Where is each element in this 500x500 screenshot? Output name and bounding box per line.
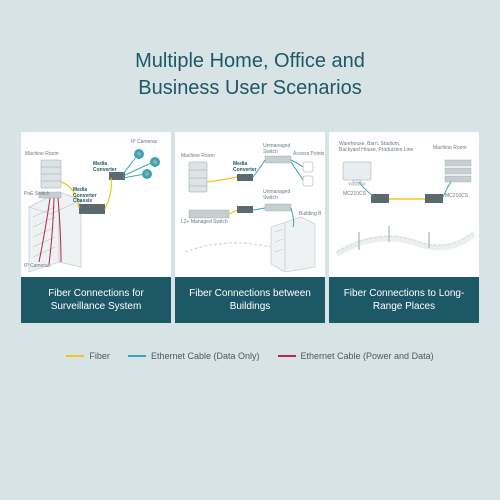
infographic-page: Multiple Home, Office and Business User … — [0, 0, 500, 500]
label-machine-room: Machine Room — [25, 152, 59, 158]
legend: Fiber Ethernet Cable (Data Only) Etherne… — [0, 323, 500, 361]
label-media-converter: Media Converter — [93, 162, 127, 173]
swatch-ethernet-power — [278, 355, 296, 357]
label-l2-switch: L2+ Managed Switch — [181, 220, 228, 226]
legend-ethernet-power-label: Ethernet Cable (Power and Data) — [301, 351, 434, 361]
label-warehouse: Warehouse, Barn, Stadium, Backyard House… — [339, 142, 419, 153]
caption-surveillance: Fiber Connections for Surveillance Syste… — [21, 277, 171, 323]
label-mc-chassis: Media Converter Chassis — [73, 188, 107, 205]
label-media-converter-2: Media Converter — [233, 162, 267, 173]
page-title: Multiple Home, Office and Business User … — [0, 48, 500, 102]
label-ip-cameras: IP Cameras — [131, 140, 157, 146]
label-ip-cameras-2: IP Cameras — [24, 264, 50, 270]
label-machine-room-2: Machine Room — [181, 154, 215, 160]
label-access-points: Access Points — [293, 152, 324, 158]
diagram-surveillance: Machine Room IP Cameras Media Converter … — [21, 132, 171, 277]
legend-ethernet-power: Ethernet Cable (Power and Data) — [278, 351, 434, 361]
diagram-buildings: Machine Room Unmanaged Switch Access Poi… — [175, 132, 325, 277]
caption-buildings: Fiber Connections between Buildings — [175, 277, 325, 323]
diagram-longrange: Warehouse, Barn, Stadium, Backyard House… — [329, 132, 479, 277]
legend-ethernet-data-label: Ethernet Cable (Data Only) — [151, 351, 260, 361]
panels-row: Machine Room IP Cameras Media Converter … — [0, 132, 500, 323]
title-line-2: Business User Scenarios — [138, 77, 361, 99]
panel-surveillance: Machine Room IP Cameras Media Converter … — [21, 132, 171, 323]
panel-longrange: Warehouse, Barn, Stadium, Backyard House… — [329, 132, 479, 323]
swatch-ethernet-data — [128, 355, 146, 357]
label-unmanaged-switch-2: Unmanaged Switch — [263, 190, 303, 201]
caption-longrange: Fiber Connections to Long-Range Places — [329, 277, 479, 323]
diagram-svg — [329, 132, 479, 277]
label-machine-room-3: Machine Room — [433, 146, 467, 152]
title-line-1: Multiple Home, Office and — [135, 50, 365, 72]
panel-buildings: Machine Room Unmanaged Switch Access Poi… — [175, 132, 325, 323]
legend-fiber-label: Fiber — [89, 351, 110, 361]
label-poe-switch: PoE Switch — [24, 192, 50, 198]
label-mc210cs-b: MC210CS — [445, 194, 468, 200]
title-area: Multiple Home, Office and Business User … — [0, 0, 500, 132]
swatch-fiber — [66, 355, 84, 357]
label-mc210cs-a: MC210CS — [343, 192, 366, 198]
legend-fiber: Fiber — [66, 351, 110, 361]
label-building-b: Building B — [299, 212, 322, 218]
legend-ethernet-data: Ethernet Cable (Data Only) — [128, 351, 260, 361]
